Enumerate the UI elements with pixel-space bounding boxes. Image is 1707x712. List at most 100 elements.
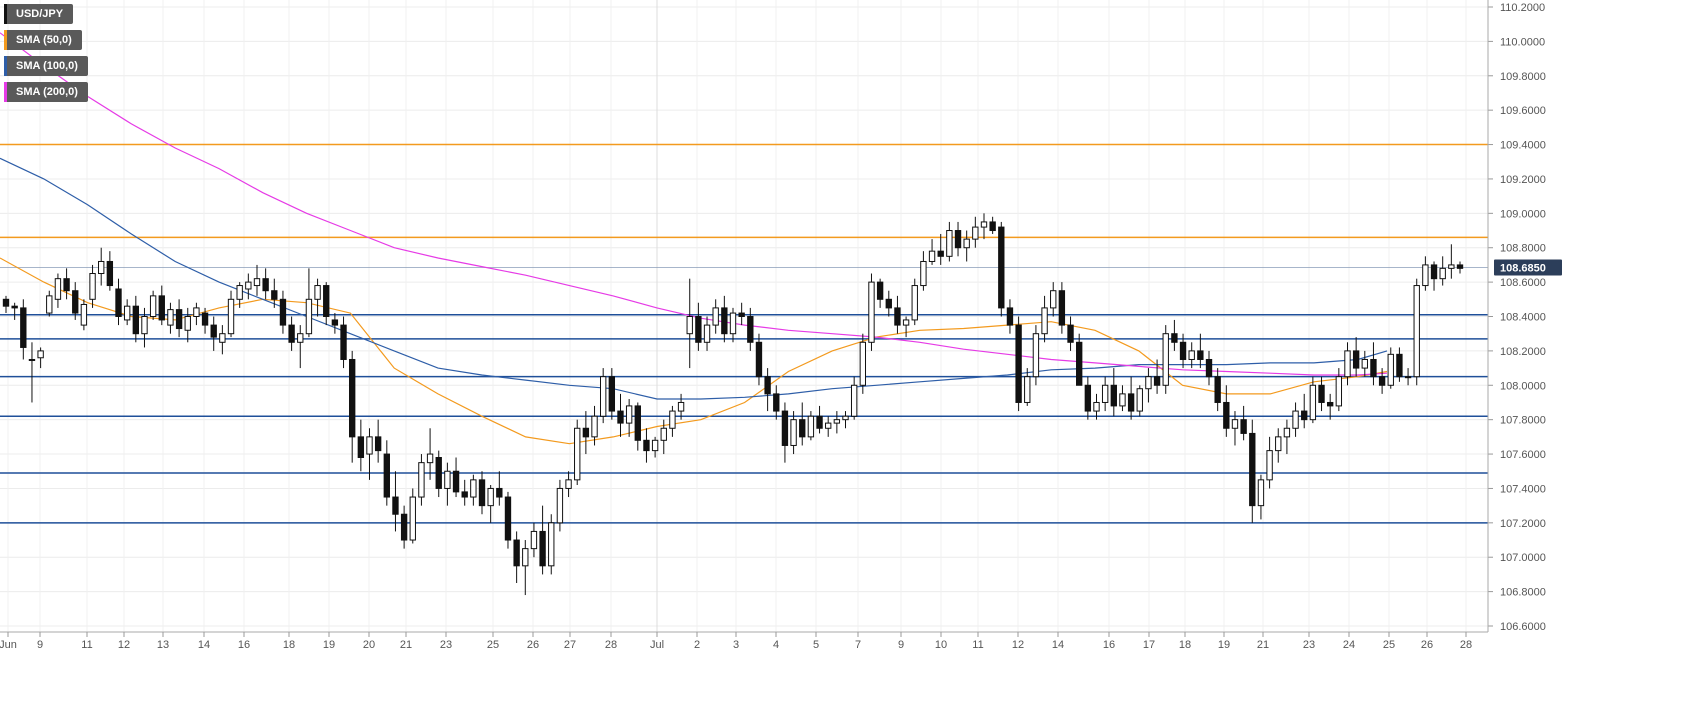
candle-body — [201, 312, 209, 326]
x-tick-label: 10 — [935, 639, 947, 651]
candle-body — [773, 393, 780, 412]
candle-body — [1301, 410, 1308, 421]
legend-item-sma-200[interactable]: SMA (200,0) — [4, 82, 88, 102]
x-tick-label: 27 — [564, 639, 576, 651]
legend-item-usdjpy[interactable]: USD/JPY — [4, 4, 74, 24]
candle-body — [400, 513, 408, 541]
candle-body — [271, 290, 278, 300]
candle-body — [868, 281, 875, 343]
x-tick-label: 16 — [1103, 639, 1115, 651]
legend-swatch-sma-50 — [4, 30, 7, 50]
x-tick-label: 14 — [198, 639, 210, 651]
candle-body — [305, 298, 313, 335]
candle-body — [989, 221, 996, 232]
candle-body — [80, 303, 88, 326]
candle-body — [807, 415, 815, 438]
candle-body — [911, 285, 918, 321]
candle-body — [1275, 436, 1282, 452]
candle-body — [98, 260, 105, 275]
gridlines — [0, 0, 1488, 632]
candle-body — [297, 333, 304, 343]
candle-body — [1197, 350, 1204, 360]
candle-body — [1162, 333, 1169, 386]
candle-body — [1119, 393, 1126, 407]
candle-body — [1430, 264, 1438, 280]
y-tick-label: 108.0000 — [1500, 380, 1546, 392]
candle-body — [660, 427, 667, 441]
x-tick-label: 17 — [1143, 639, 1155, 651]
candle-body — [504, 496, 512, 541]
x-tick-label: 4 — [773, 639, 779, 651]
candle-body — [1153, 376, 1161, 386]
candle-body — [695, 316, 702, 343]
candle-body — [141, 316, 148, 335]
candle-body — [859, 341, 867, 386]
x-tick-label: 19 — [1218, 639, 1230, 651]
candle-body — [392, 496, 399, 515]
candle-body — [262, 278, 269, 292]
y-tick-label: 110.0000 — [1500, 36, 1545, 48]
candle-body — [755, 341, 763, 378]
x-tick-label: Jul — [650, 639, 664, 651]
y-tick-label: 107.8000 — [1500, 415, 1546, 427]
candle-body — [1283, 427, 1291, 438]
candle-body — [625, 405, 633, 424]
candle-body — [1439, 267, 1446, 280]
candle-body — [210, 324, 217, 338]
candle-body — [1404, 376, 1412, 379]
y-tick-label: 107.6000 — [1500, 449, 1546, 461]
candle-body — [599, 376, 607, 417]
y-tick-label: 109.0000 — [1500, 208, 1546, 220]
x-tick-label: 25 — [487, 639, 499, 651]
x-tick-label: 11 — [972, 639, 983, 651]
candle-body — [331, 319, 339, 326]
candle-body — [1188, 350, 1195, 360]
candle-body — [132, 305, 140, 335]
candle-body — [1145, 376, 1152, 390]
candle-body — [721, 307, 728, 335]
candle-body — [1292, 410, 1299, 429]
candle-body — [409, 496, 416, 541]
candle-body — [937, 250, 944, 257]
x-tick-label: 28 — [1460, 639, 1472, 651]
candle-body — [72, 290, 79, 314]
candle-body — [816, 415, 823, 429]
y-tick-label: 109.2000 — [1500, 174, 1546, 186]
y-tick-label: 107.4000 — [1500, 483, 1546, 495]
x-tick-label: 9 — [898, 639, 904, 651]
candle-body — [340, 324, 347, 360]
candle-body — [1257, 479, 1265, 507]
candle-body — [89, 273, 96, 300]
candle-body — [158, 295, 165, 321]
candle-body — [998, 226, 1005, 309]
candle-body — [703, 324, 711, 343]
candle-body — [1050, 290, 1057, 309]
y-tick-label: 108.8000 — [1500, 243, 1546, 255]
x-tick-label: 19 — [323, 639, 335, 651]
current-price-label: 108.6850 — [1494, 259, 1562, 276]
x-tick-label: 28 — [605, 639, 617, 651]
candle-body — [11, 305, 18, 309]
candle-body — [63, 278, 70, 292]
legend-item-sma-100[interactable]: SMA (100,0) — [4, 56, 88, 76]
candle-body — [1318, 384, 1325, 403]
candle-body — [288, 324, 295, 343]
candle-body — [323, 285, 330, 317]
legend-swatch-sma-100 — [4, 56, 7, 76]
candle-body — [123, 305, 131, 321]
x-tick-label: 26 — [527, 639, 539, 651]
candle-body — [149, 295, 157, 318]
candle-body — [245, 281, 252, 290]
x-tick-label: 13 — [157, 639, 169, 651]
candle-body — [643, 439, 650, 452]
candle-body — [833, 419, 841, 424]
candle-body — [1309, 384, 1317, 421]
candle-body — [1344, 350, 1351, 378]
candle-body — [279, 298, 287, 326]
candle-body — [1006, 307, 1014, 326]
legend-item-sma-50[interactable]: SMA (50,0) — [4, 30, 82, 50]
candle-body — [920, 260, 927, 287]
y-tick-label: 110.2000 — [1500, 2, 1545, 14]
legend-label-sma-50: SMA (50,0) — [16, 34, 72, 46]
